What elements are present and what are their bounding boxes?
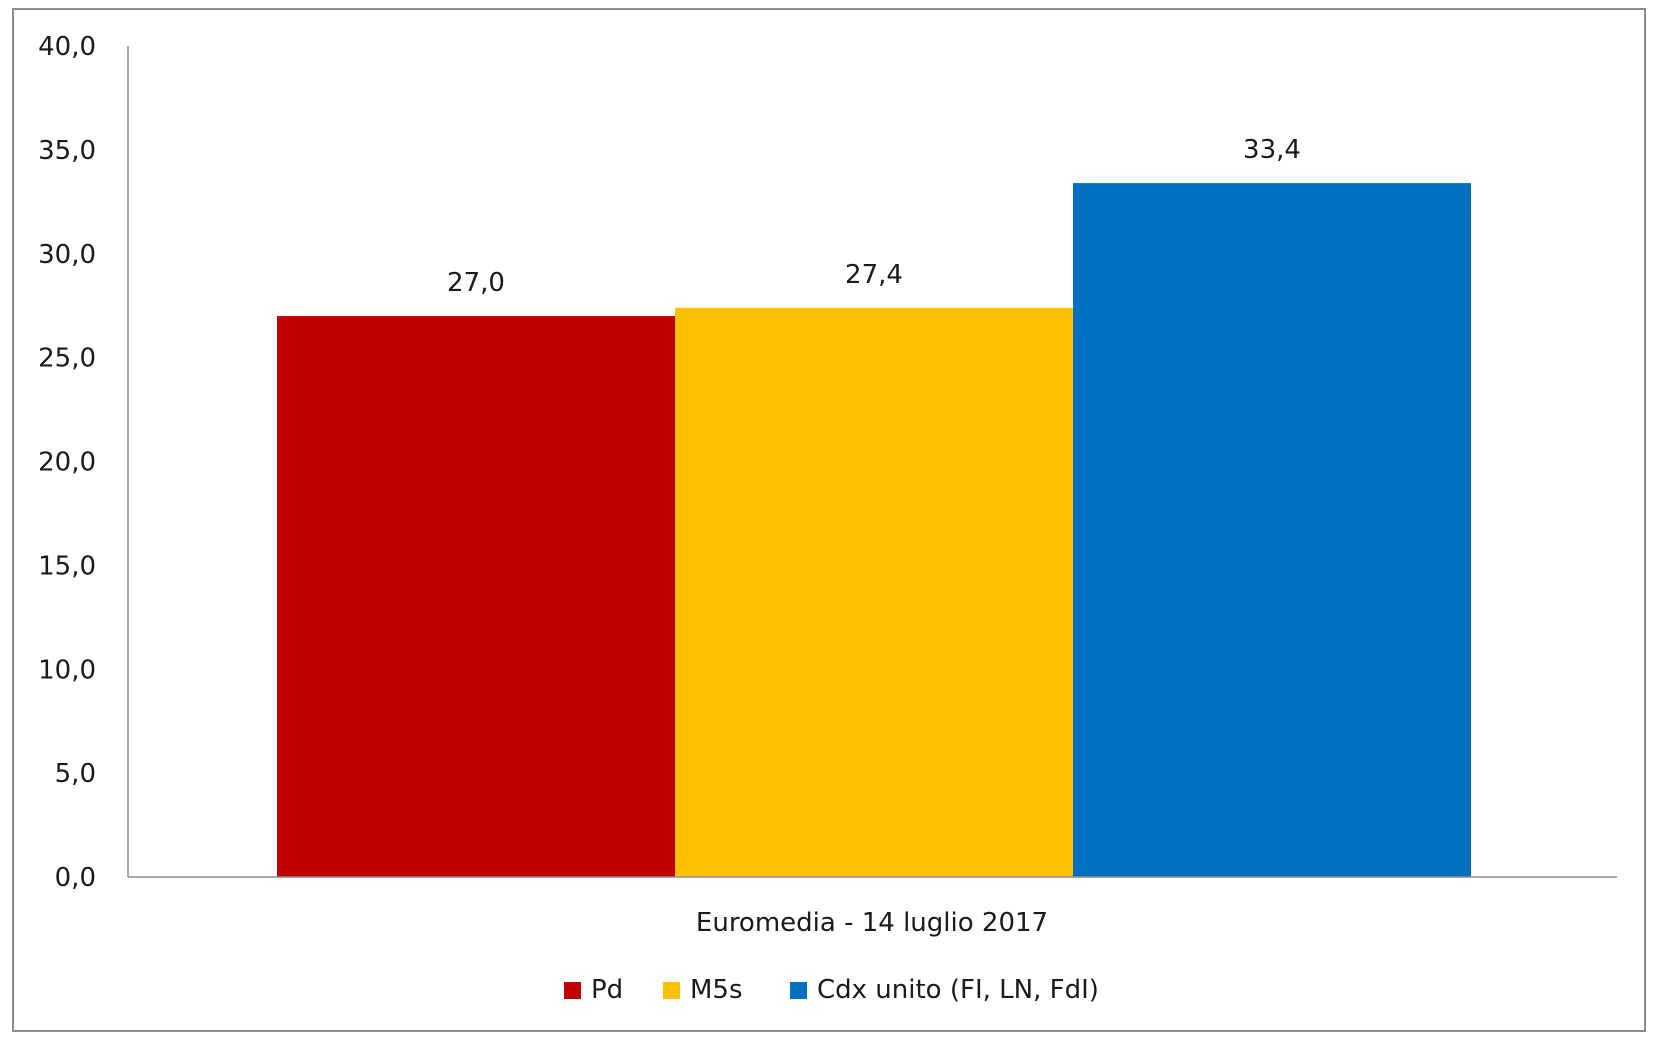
y-tick-label: 35,0	[38, 136, 96, 166]
x-axis: Euromedia - 14 luglio 2017	[128, 876, 1617, 938]
y-tick-label: 15,0	[38, 551, 96, 581]
y-tick-label: 20,0	[38, 448, 96, 478]
y-tick-label: 5,0	[55, 759, 96, 789]
category-label: Euromedia - 14 luglio 2017	[696, 908, 1048, 938]
legend-swatch	[663, 982, 680, 999]
y-tick-label: 40,0	[38, 32, 96, 62]
y-tick-label: 25,0	[38, 344, 96, 374]
bar-cdx	[1073, 183, 1471, 878]
legend: Pd M5s Cdx unito (FI, LN, FdI)	[564, 975, 1099, 1005]
y-tick-label: 10,0	[38, 655, 96, 685]
legend-label: M5s	[690, 975, 743, 1005]
data-label: 33,4	[1243, 135, 1301, 165]
y-tick-label: 30,0	[38, 240, 96, 270]
legend-swatch	[790, 982, 807, 999]
legend-label: Cdx unito (FI, LN, FdI)	[817, 975, 1099, 1005]
y-axis: 0,0 5,0 10,0 15,0 20,0 25,0 30,0 35,0 40,0	[38, 32, 129, 893]
bar-pd	[277, 316, 675, 877]
data-label: 27,0	[447, 268, 505, 298]
data-label: 27,4	[845, 260, 903, 290]
data-labels: 27,0 27,4 33,4	[447, 135, 1301, 298]
bar-m5s	[675, 307, 1073, 877]
y-tick-label: 0,0	[55, 863, 96, 893]
legend-label: Pd	[591, 975, 623, 1005]
legend-swatch	[564, 982, 581, 999]
bars	[277, 183, 1471, 878]
